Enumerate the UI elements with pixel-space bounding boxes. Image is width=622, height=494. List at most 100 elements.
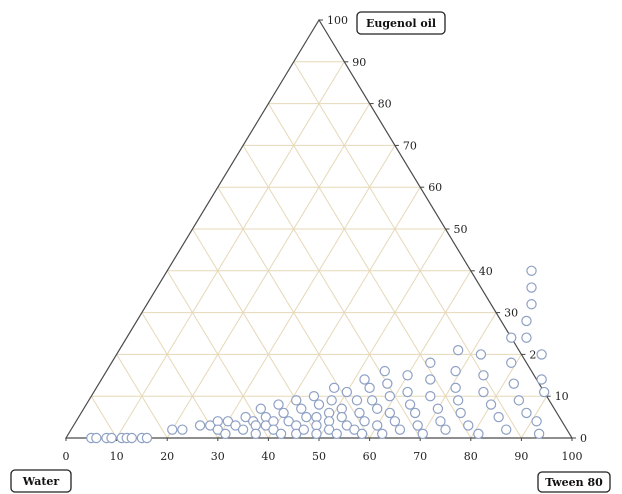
svg-text:Tween 80: Tween 80	[545, 476, 603, 489]
data-point	[501, 424, 512, 435]
data-point	[521, 332, 532, 343]
data-point	[463, 420, 474, 431]
grid-line-left-diagonal	[318, 228, 446, 439]
data-point	[341, 386, 353, 398]
data-point	[425, 374, 436, 385]
bottom-tick-label: 20	[160, 450, 174, 463]
right-tick-label: 70	[403, 139, 417, 152]
data-point	[533, 428, 545, 440]
data-point	[359, 416, 370, 427]
data-point	[359, 374, 370, 385]
right-tick-label: 40	[479, 265, 493, 278]
data-point	[354, 407, 365, 419]
data-point	[126, 432, 137, 444]
data-point	[275, 428, 287, 440]
data-point	[394, 424, 406, 435]
bottom-tick-label: 60	[363, 450, 377, 463]
bottom-tick-label: 10	[110, 450, 124, 463]
data-point	[298, 424, 310, 435]
data-point	[452, 345, 464, 356]
data-point	[440, 424, 451, 435]
data-point	[435, 416, 446, 427]
data-point	[475, 349, 487, 360]
data-point	[508, 378, 520, 389]
data-point	[237, 424, 249, 435]
right-tick-label: 100	[327, 14, 348, 27]
right-tick-label: 0	[580, 432, 587, 445]
data-point	[536, 374, 547, 385]
data-point	[402, 386, 413, 398]
data-point	[377, 428, 388, 440]
grid-line-left-diagonal	[470, 354, 522, 439]
data-point	[311, 428, 322, 440]
right-tick-label: 30	[504, 307, 518, 320]
right-tick-label: 90	[352, 56, 366, 69]
data-point	[291, 395, 302, 406]
data-point	[141, 432, 153, 444]
right-tick-label: 80	[378, 98, 392, 111]
vertex-label-top: Eugenol oil	[356, 11, 446, 35]
data-point	[382, 378, 393, 389]
bottom-tick-label: 50	[312, 450, 326, 463]
data-point	[432, 403, 444, 414]
data-point	[506, 332, 517, 343]
data-point	[531, 416, 542, 427]
svg-text:Eugenol oil: Eugenol oil	[366, 17, 436, 30]
data-points	[86, 265, 550, 444]
data-point	[371, 420, 383, 431]
data-point	[384, 391, 396, 402]
data-point	[384, 407, 396, 419]
data-point	[177, 424, 188, 435]
data-point	[328, 382, 340, 394]
bottom-tick-label: 40	[261, 450, 275, 463]
grid-line-right-diagonal	[90, 395, 118, 439]
svg-text:Water: Water	[22, 475, 60, 488]
data-point	[296, 403, 307, 414]
bottom-tick-label: 70	[413, 450, 427, 463]
bottom-tick-label: 30	[211, 450, 225, 463]
right-tick-label: 50	[454, 223, 468, 236]
bottom-tick-label: 90	[514, 450, 528, 463]
data-point	[351, 395, 363, 406]
data-point	[425, 391, 436, 402]
data-point	[485, 399, 497, 410]
data-point	[308, 391, 320, 402]
data-point	[273, 399, 284, 410]
bottom-tick-label: 80	[464, 450, 478, 463]
data-point	[336, 411, 347, 423]
data-point	[364, 382, 375, 394]
data-point	[91, 432, 102, 444]
grid-line-left-diagonal	[116, 61, 345, 439]
data-point	[478, 370, 489, 381]
bottom-axis-ticks: 0 10 20 30 40 50 60 70 80 90 100	[63, 438, 583, 463]
data-point	[255, 403, 267, 414]
data-point	[536, 349, 547, 360]
data-point	[493, 411, 504, 423]
data-point	[478, 386, 489, 398]
data-point	[106, 432, 117, 444]
data-point	[331, 428, 342, 440]
grid-line-right-diagonal	[293, 61, 522, 439]
data-point	[513, 395, 525, 406]
bottom-tick-label: 0	[63, 450, 70, 463]
grid	[90, 61, 548, 439]
grid-line-left-diagonal	[217, 145, 396, 439]
vertex-label-right: Tween 80	[537, 471, 611, 493]
data-point	[371, 403, 383, 414]
vertex-label-left: Water	[10, 469, 72, 493]
data-point	[356, 428, 368, 440]
data-point	[455, 407, 466, 419]
data-point	[506, 357, 517, 368]
data-point	[425, 357, 436, 368]
bottom-tick-label: 100	[562, 450, 583, 463]
data-point	[450, 365, 461, 377]
data-point	[473, 428, 484, 440]
data-point	[379, 365, 390, 377]
data-point	[404, 399, 416, 410]
data-point	[389, 416, 401, 427]
data-point	[409, 407, 421, 419]
grid-line-right-diagonal	[116, 354, 168, 439]
data-point	[521, 407, 532, 419]
